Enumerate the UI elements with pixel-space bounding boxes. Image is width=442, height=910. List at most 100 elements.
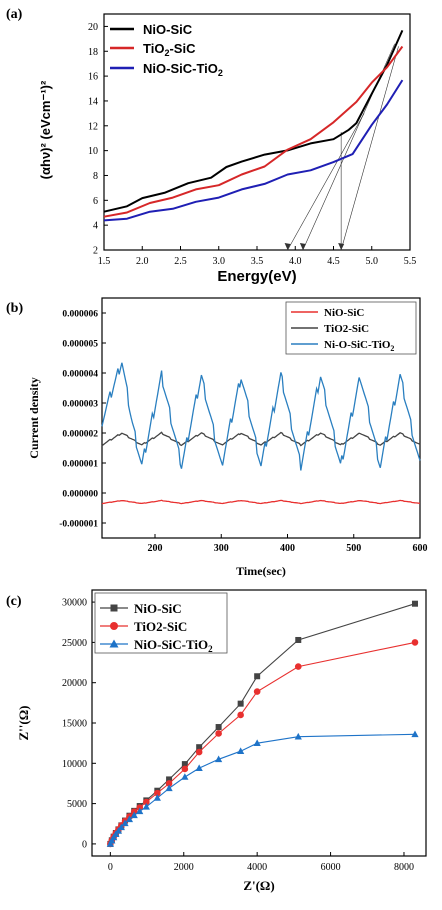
legend-marker-c-ternary bbox=[109, 639, 119, 648]
a-ytick-label: 18 bbox=[88, 47, 98, 58]
c-point-1 bbox=[195, 748, 203, 756]
c-point-2 bbox=[215, 755, 223, 763]
c-point-2 bbox=[136, 807, 144, 815]
c-point-2 bbox=[181, 773, 189, 780]
a-tangent-line bbox=[287, 113, 365, 251]
c-point-2 bbox=[237, 747, 245, 755]
c-point-0 bbox=[215, 724, 222, 731]
a-xtick-label: 2.5 bbox=[174, 256, 187, 267]
c-ytick-label: 25000 bbox=[62, 638, 87, 649]
a-ytick-label: 4 bbox=[93, 221, 98, 232]
b-xtick-label: 600 bbox=[413, 543, 428, 554]
b-legend: NiO-SiC TiO2-SiC Ni-O-SiC-TiO2 bbox=[285, 301, 417, 355]
c-point-2 bbox=[165, 784, 173, 792]
c-ytick-label: 10000 bbox=[62, 759, 87, 770]
a-ytick-label: 2 bbox=[93, 246, 98, 257]
b-ylabel: Current density bbox=[27, 377, 41, 458]
b-xtick-label: 400 bbox=[280, 543, 295, 554]
a-ylabel: (αhν)² (eVcm⁻¹)² bbox=[38, 80, 53, 179]
a-xtick-label: 4.0 bbox=[289, 256, 302, 267]
legend-label-a-tio2: TiO2-SiC bbox=[143, 41, 196, 58]
a-xtick-label: 3.5 bbox=[251, 256, 264, 267]
panel-c: (c) 0 2000 4000 6000 8000 0 5000 10000 15000 2000… bbox=[6, 589, 427, 893]
c-point-1 bbox=[253, 688, 261, 695]
c-point-2 bbox=[195, 764, 203, 771]
c-point-2 bbox=[253, 739, 261, 746]
a-series-lines bbox=[103, 29, 404, 222]
b-ytick-label: -0.000001 bbox=[59, 520, 98, 530]
c-legend: NiO-SiC TiO2-SiC NiO-SiC-TiO2 bbox=[94, 592, 228, 654]
c-point-1 bbox=[181, 765, 189, 773]
b-ytick-label: 0.000000 bbox=[62, 490, 98, 500]
a-series-line-2 bbox=[103, 79, 404, 222]
c-ytick-label: 5000 bbox=[67, 799, 87, 810]
a-xtick-label: 3.0 bbox=[213, 256, 226, 267]
legend-marker-c-tio2 bbox=[110, 622, 118, 630]
b-series-line-1 bbox=[101, 431, 421, 447]
c-series-line-1 bbox=[109, 641, 416, 845]
c-xlabel: Z'(Ω) bbox=[243, 878, 274, 893]
b-xtick-label: 300 bbox=[214, 543, 229, 554]
c-ytick-label: 15000 bbox=[62, 719, 87, 730]
b-ytick-label: 0.000005 bbox=[62, 340, 98, 350]
a-xtick-label: 1.5 bbox=[98, 256, 111, 267]
b-series-line-2 bbox=[101, 362, 421, 471]
c-point-2 bbox=[121, 819, 129, 827]
panel-b: (b) 200 300 400 500 600 -0.000001 0.000000 0.00… bbox=[6, 297, 428, 578]
b-xtick-label: 500 bbox=[346, 543, 361, 554]
c-point-0 bbox=[196, 744, 203, 751]
c-point-2 bbox=[294, 732, 302, 740]
c-point-1 bbox=[143, 798, 150, 806]
c-ytick-label: 20000 bbox=[62, 678, 87, 689]
a-series-line-1 bbox=[103, 45, 404, 218]
c-point-1 bbox=[237, 711, 244, 719]
c-point-2 bbox=[130, 811, 138, 819]
panel-label-c: (c) bbox=[6, 594, 22, 609]
c-point-0 bbox=[295, 636, 302, 643]
legend-label-b-nio: NiO-SiC bbox=[324, 307, 364, 319]
b-series-line-0 bbox=[101, 499, 421, 505]
c-point-2 bbox=[142, 803, 150, 810]
a-series-line-0 bbox=[103, 29, 404, 213]
c-legend-box bbox=[94, 592, 228, 654]
c-point-1 bbox=[411, 639, 419, 646]
legend-label-c-nio: NiO-SiC bbox=[134, 601, 182, 616]
c-point-2 bbox=[117, 823, 125, 831]
legend-label-b-ternary: Ni-O-SiC-TiO2 bbox=[324, 339, 394, 353]
a-ytick-label: 20 bbox=[88, 22, 98, 33]
c-xtick-label: 8000 bbox=[394, 862, 414, 873]
c-point-2 bbox=[114, 827, 123, 834]
c-xtick-label: 6000 bbox=[321, 862, 341, 873]
b-xtick-label: 200 bbox=[148, 543, 163, 554]
a-ytick-label: 6 bbox=[93, 196, 98, 207]
a-xtick-label: 5.0 bbox=[366, 256, 379, 267]
c-ytick-label: 30000 bbox=[62, 598, 87, 609]
c-point-1 bbox=[294, 663, 302, 670]
b-ytick-label: 0.000003 bbox=[62, 400, 98, 410]
b-ytick-label: 0.000004 bbox=[62, 370, 98, 380]
a-ytick-label: 12 bbox=[88, 121, 98, 132]
b-ytick-label: 0.000006 bbox=[62, 310, 98, 320]
c-xtick-label: 2000 bbox=[174, 862, 194, 873]
c-point-1 bbox=[165, 780, 173, 787]
a-xlabel: Energy(eV) bbox=[217, 268, 296, 285]
a-ytick-label: 8 bbox=[93, 171, 98, 182]
a-ytick-label: 14 bbox=[88, 96, 98, 107]
a-intercept-arrow bbox=[284, 243, 291, 250]
c-point-0 bbox=[181, 761, 188, 768]
c-ticks: 0 2000 4000 6000 8000 0 5000 10000 15000 20000 250… bbox=[62, 598, 414, 873]
a-intercept-arrow bbox=[299, 243, 306, 250]
c-point-2 bbox=[411, 730, 419, 738]
c-ylabel: Z''(Ω) bbox=[16, 706, 31, 741]
a-xtick-label: 4.5 bbox=[327, 256, 340, 267]
plot-frame-b bbox=[101, 297, 421, 539]
legend-label-c-tio2: TiO2-SiC bbox=[134, 619, 187, 634]
c-series-markers bbox=[106, 600, 419, 848]
legend-label-a-nio: NiO-SiC bbox=[143, 22, 193, 37]
b-ytick-label: 0.000002 bbox=[62, 430, 98, 440]
a-xtick-label: 2.0 bbox=[136, 256, 149, 267]
c-point-0 bbox=[166, 776, 173, 783]
b-xlabel: Time(sec) bbox=[236, 564, 286, 578]
panel-label-b: (b) bbox=[6, 301, 23, 316]
